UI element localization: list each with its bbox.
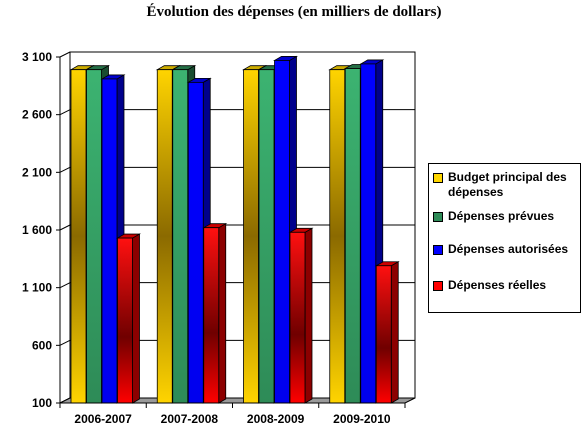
y-tick-label: 1 100	[22, 281, 52, 295]
x-tick-label: 2008-2009	[247, 412, 305, 426]
bar-side	[390, 261, 399, 404]
legend-swatch	[433, 281, 443, 291]
gridline-side	[59, 282, 71, 289]
legend-label: Dépenses prévues	[448, 209, 555, 223]
gridline-side	[59, 51, 71, 58]
chart-legend: Budget principal des dépenses Dépenses pr…	[428, 163, 581, 313]
bar	[289, 231, 306, 404]
x-tick-label: 2007-2008	[161, 412, 219, 426]
bar	[375, 265, 392, 404]
bar-side	[218, 223, 227, 404]
y-tick-label: 1 600	[22, 223, 52, 237]
bar	[329, 69, 346, 404]
y-tick-label: 600	[32, 338, 52, 352]
y-tick-label: 2 600	[22, 108, 52, 122]
legend-item: Budget principal des dépenses	[433, 170, 576, 200]
bar	[203, 227, 220, 404]
legend-label: Dépenses réelles	[448, 278, 547, 292]
gridline-side	[59, 166, 71, 173]
y-tick-label: 3 100	[22, 50, 52, 64]
bar	[258, 69, 275, 404]
bar-side	[304, 227, 313, 404]
bar	[70, 69, 87, 404]
y-tick-label: 100	[32, 396, 52, 410]
legend-item: Dépenses autorisées	[433, 242, 576, 257]
legend-label: Dépenses autorisées	[448, 242, 569, 256]
gridline-side	[59, 339, 71, 346]
legend-label: Budget principal des dépenses	[448, 170, 567, 199]
bar	[156, 69, 173, 404]
bar	[360, 63, 377, 404]
bar	[117, 237, 133, 404]
legend-swatch	[433, 212, 443, 222]
bar	[344, 68, 361, 404]
gridline-side	[59, 224, 71, 231]
gridline-side	[59, 109, 71, 116]
bar	[243, 69, 259, 404]
x-tick-label: 2006-2007	[74, 412, 132, 426]
bar-side	[132, 233, 140, 404]
y-tick-label: 2 100	[22, 165, 52, 179]
bar	[274, 60, 290, 404]
bar	[86, 69, 102, 404]
legend-swatch	[433, 245, 443, 255]
x-tick-label: 2009-2010	[333, 412, 391, 426]
bar	[187, 81, 204, 404]
legend-item: Dépenses prévues	[433, 209, 576, 224]
chart-title: Évolution des dépenses (en milliers de d…	[146, 4, 442, 20]
legend-swatch	[433, 173, 443, 183]
legend-item: Dépenses réelles	[433, 278, 576, 293]
bar	[172, 69, 189, 404]
bar	[101, 78, 118, 404]
